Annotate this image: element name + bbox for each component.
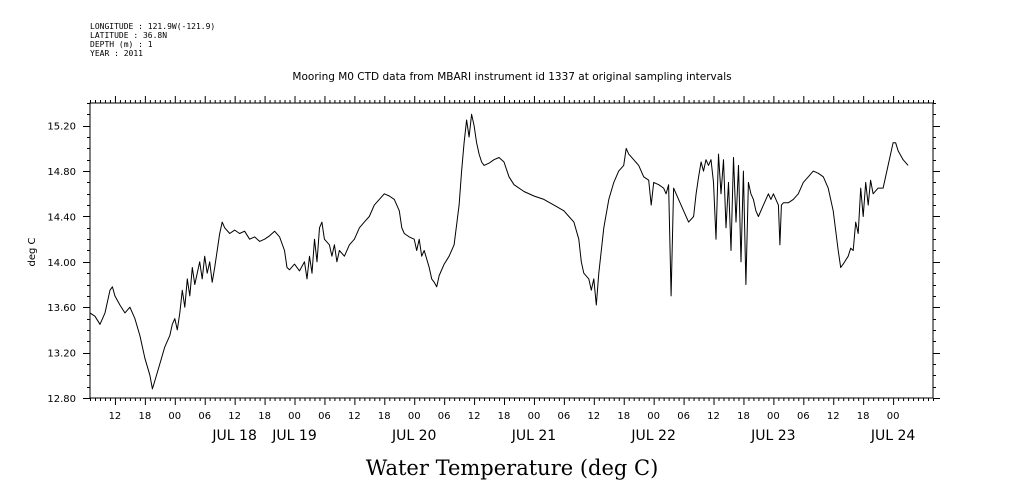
- axis-ticks: [83, 96, 940, 405]
- x-tick-label: 00: [168, 411, 181, 422]
- x-tick-label: 18: [737, 411, 750, 422]
- y-tick-label: 13.20: [47, 349, 76, 360]
- x-tick-label: 00: [528, 411, 541, 422]
- plot-frame: [89, 102, 934, 399]
- y-tick-label: 13.60: [47, 303, 76, 314]
- y-tick-label: 15.20: [47, 122, 76, 133]
- x-tick-label: 12: [109, 411, 122, 422]
- x-tick-label: 12: [707, 411, 720, 422]
- x-tick-label: 00: [647, 411, 660, 422]
- x-day-label: JUL 24: [870, 428, 916, 444]
- x-day-label: JUL 19: [271, 428, 316, 444]
- water-temperature-line: [89, 113, 909, 390]
- x-tick-label: 00: [767, 411, 780, 422]
- x-tick-label: 06: [677, 411, 690, 422]
- x-tick-label: 06: [558, 411, 571, 422]
- chart-title: Mooring M0 CTD data from MBARI instrumen…: [292, 71, 731, 83]
- x-tick-label: 18: [378, 411, 391, 422]
- metadata-block: LONGITUDE : 121.9W(-121.9) LATITUDE : 36…: [90, 22, 215, 58]
- y-axis-label: deg C: [27, 237, 38, 266]
- longitude-label: LONGITUDE : 121.9W(-121.9): [90, 22, 216, 31]
- x-tick-label: 06: [438, 411, 451, 422]
- x-day-label: JUL 21: [511, 428, 556, 444]
- y-tick-label: 14.80: [47, 167, 76, 178]
- axis-tick-labels: 12.80 13.20 13.60 14.00 14.40 14.80 15.20 12 18 0…: [47, 122, 915, 444]
- x-tick-label: 00: [288, 411, 301, 422]
- x-tick-label: 12: [827, 411, 840, 422]
- x-day-label: JUL 23: [750, 428, 795, 444]
- x-tick-label: 18: [617, 411, 630, 422]
- x-tick-label: 12: [348, 411, 361, 422]
- x-tick-label: 06: [318, 411, 331, 422]
- x-day-label: JUL 20: [391, 428, 436, 444]
- x-tick-label: 12: [587, 411, 600, 422]
- x-day-label: JUL 22: [630, 428, 675, 444]
- x-tick-label: 12: [468, 411, 481, 422]
- y-tick-label: 12.80: [47, 394, 76, 405]
- y-tick-label: 14.40: [47, 212, 76, 223]
- x-tick-label: 12: [228, 411, 241, 422]
- x-tick-label: 18: [857, 411, 870, 422]
- x-tick-label: 06: [198, 411, 211, 422]
- year-label: YEAR : 2011: [90, 49, 143, 58]
- depth-label: DEPTH (m) : 1: [90, 40, 153, 49]
- x-tick-label: 00: [408, 411, 421, 422]
- x-tick-label: 18: [139, 411, 152, 422]
- x-tick-label: 06: [797, 411, 810, 422]
- x-tick-label: 18: [258, 411, 271, 422]
- x-day-label: JUL 18: [211, 428, 256, 444]
- x-tick-label: 18: [498, 411, 511, 422]
- y-tick-label: 14.00: [47, 258, 76, 269]
- x-tick-label: 00: [887, 411, 900, 422]
- latitude-label: LATITUDE : 36.8N: [90, 31, 168, 40]
- x-axis-label: Water Temperature (deg C): [366, 456, 659, 480]
